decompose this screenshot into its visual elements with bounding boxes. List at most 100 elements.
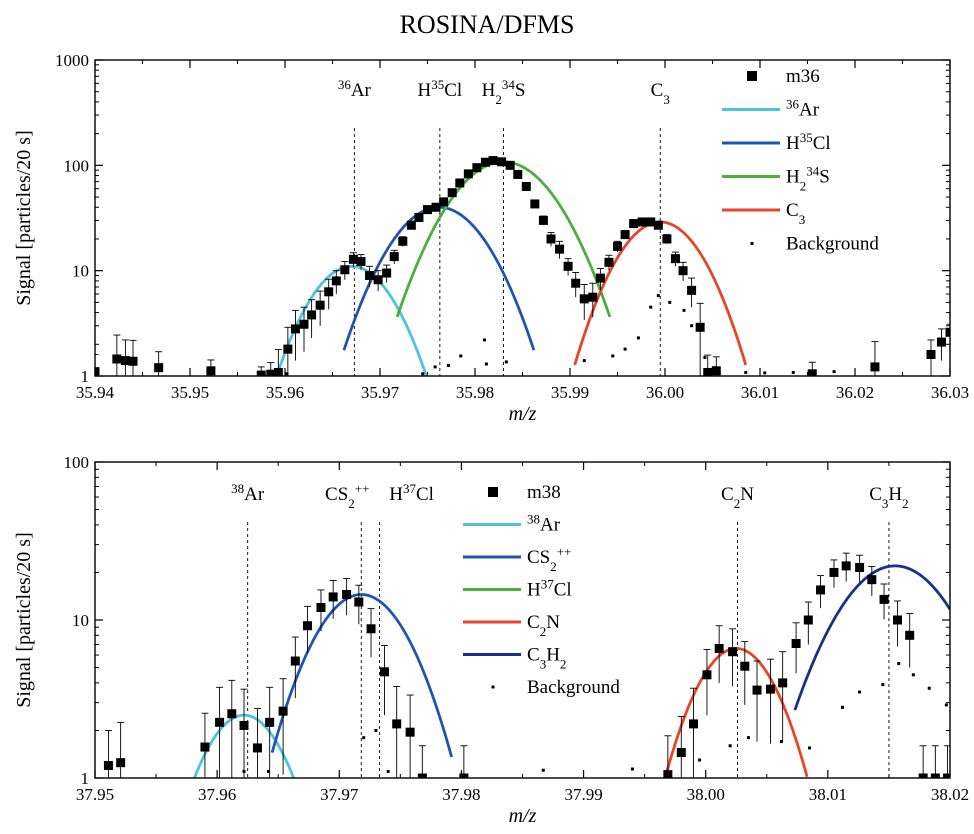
x-tick-label: 36.00 [646,383,684,402]
x-tick-label: 38.01 [809,785,847,804]
background-point [459,354,463,358]
data-point [423,205,432,215]
y-tick-label: 1 [81,367,90,386]
background-point [266,769,270,773]
background-point [630,767,634,771]
data-point [829,567,839,577]
data-point [841,561,851,571]
peak-label: H35Cl [418,77,463,102]
data-point [945,327,950,337]
data-point [803,615,813,625]
data-point [389,252,399,262]
data-point [497,157,507,167]
y-axis-title: Signal [particles/20 s] [13,130,35,306]
legend-marker-dot [750,242,754,245]
x-tick-label: 37.97 [320,785,359,804]
data-point [604,257,614,267]
data-point [128,356,138,366]
x-tick-label: 36.03 [931,383,969,402]
y-tick-label: 1000 [55,51,89,70]
data-point [870,362,880,372]
data-point [867,575,877,585]
peak-label: C3H2 [869,484,908,511]
data-point [905,630,915,640]
background-point [858,690,862,694]
data-point [472,163,482,173]
legend-label: m38 [527,482,561,503]
background-point [763,371,767,375]
data-point [455,178,465,188]
plot-frame [94,59,951,377]
legend-label: H234S [786,163,830,193]
x-tick-label: 37.98 [442,785,480,804]
data-point [154,363,164,373]
fit-curve [793,564,950,711]
legend-label: C3H2 [527,645,566,672]
data-point [283,344,293,354]
data-point [662,234,672,244]
data-point [579,294,589,304]
background-point [703,355,707,359]
data-point [629,219,639,229]
figure-title: ROSINA/DFMS [399,10,575,39]
legend-label: CS2++ [527,544,571,574]
data-point [256,370,266,376]
data-point [687,285,697,295]
background-point [668,300,672,304]
y-tick-label: 1 [81,769,90,788]
background-point [746,736,750,740]
data-point [488,156,498,166]
fit-curve [270,593,454,758]
data-point [398,236,408,246]
data-point [546,234,556,244]
data-point [365,270,375,280]
x-tick-label: 38.00 [687,785,725,804]
data-point [637,217,647,227]
panel-m38: 37.95 37.96 37.97 37.98 37.99 38.00 38.01 38.02… [13,453,969,827]
data-point [239,720,249,730]
data-point [538,215,548,225]
data-point [728,647,738,657]
background-point [779,740,783,744]
data-point [459,773,469,778]
data-point [943,773,950,778]
x-tick-label: 36.01 [741,383,779,402]
background-point [285,372,289,376]
data-point [392,719,402,729]
y-tick-label: 10 [72,262,89,281]
x-tick-label: 35.95 [171,383,209,402]
data-point [299,319,309,329]
background-point [446,363,450,367]
data-point [513,169,523,179]
x-tick-label: 37.96 [198,785,236,804]
data-point [879,594,889,604]
data-point [480,157,490,167]
y-axis-title: Signal [particles/20 s] [13,532,35,708]
data-point [930,773,940,778]
background-point [690,324,694,328]
data-point [252,743,262,753]
peak-label: H234S [482,77,526,107]
x-tick-label: 35.98 [456,383,494,402]
data-point [340,265,350,275]
legend-label: Background [527,677,620,698]
background-point [944,703,948,707]
background-point [927,686,931,690]
background-point [841,705,845,709]
data-point [103,760,113,770]
data-point [382,268,392,278]
data-point [521,181,531,191]
panel-m36: 35.94 35.95 35.96 35.97 35.98 35.99 36.00 36.01… [13,51,969,425]
background-point [744,370,748,374]
data-point [505,160,515,170]
data-point [328,592,338,602]
background-point [728,744,732,748]
background-point [636,336,640,340]
plot-frame [94,461,951,779]
data-point [405,727,415,737]
data-point [678,266,688,276]
x-tick-label: 35.97 [361,383,400,402]
data-point [765,684,775,694]
data-point [855,562,865,572]
data-point [414,212,424,222]
